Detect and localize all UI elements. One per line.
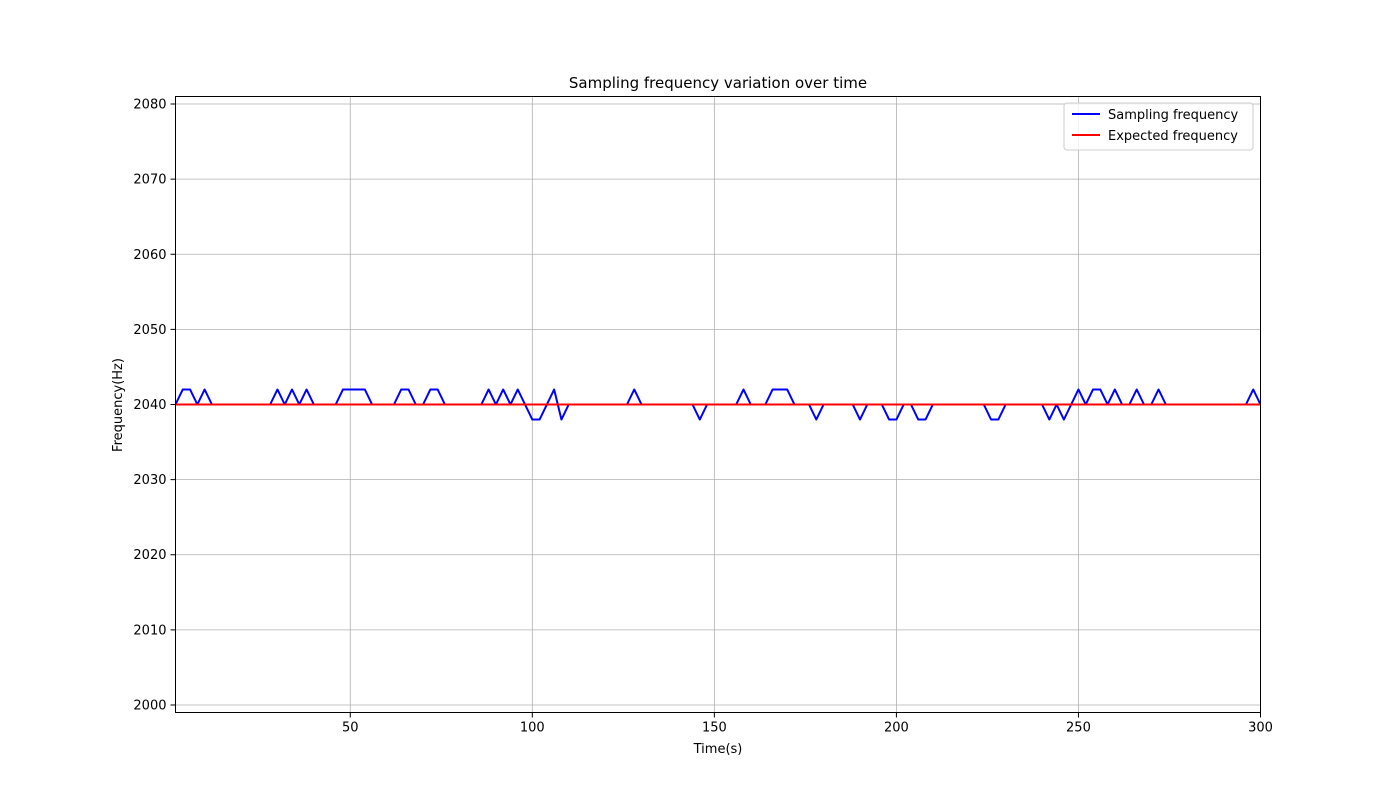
y-tick-label: 2070 — [133, 173, 166, 188]
y-axis-label: Frequency(Hz) — [111, 358, 126, 452]
x-tick-label: 150 — [702, 721, 727, 736]
y-tick-label: 2050 — [133, 323, 166, 338]
legend: Sampling frequency Expected frequency — [1063, 102, 1254, 151]
y-tick-label: 2010 — [133, 623, 166, 638]
legend-label-expected: Expected frequency — [1108, 129, 1238, 144]
y-tick-label: 2020 — [133, 548, 166, 563]
legend-frame — [1063, 102, 1254, 151]
x-tick-label: 100 — [520, 721, 545, 736]
x-axis-label: Time(s) — [693, 742, 743, 757]
chart-title: Sampling frequency variation over time — [569, 74, 867, 92]
y-tick-label: 2000 — [133, 698, 166, 713]
y-tick-label: 2040 — [133, 398, 166, 413]
y-tick-label: 2060 — [133, 248, 166, 263]
x-tick-label: 200 — [884, 721, 909, 736]
axis-ticks: 50 100 150 200 250 300 2000 2010 2020 2030 2040 205… — [133, 98, 1273, 736]
x-tick-label: 50 — [342, 721, 359, 736]
x-tick-label: 300 — [1248, 721, 1273, 736]
legend-label-sampling: Sampling frequency — [1108, 108, 1238, 123]
y-tick-label: 2080 — [133, 98, 166, 113]
y-tick-label: 2030 — [133, 473, 166, 488]
plot-series — [175, 388, 1261, 421]
x-tick-label: 250 — [1066, 721, 1091, 736]
